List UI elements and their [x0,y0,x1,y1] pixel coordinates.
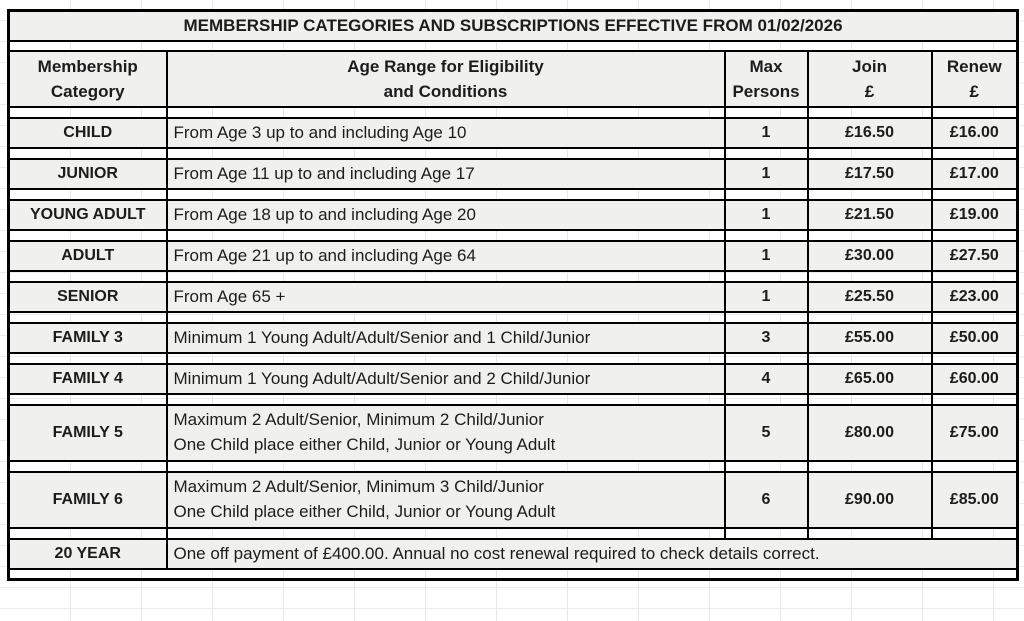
max-persons-cell: 5 [723,404,809,462]
membership-table: MEMBERSHIP CATEGORIES AND SUBSCRIPTIONS … [7,9,1020,581]
description-cell: From Age 18 up to and including Age 20 [165,199,726,231]
renew-fee-cell: £23.00 [930,281,1019,313]
header-age-range: Age Range for Eligibility and Conditions [165,50,726,108]
table-row-family-5: FAMILY 5 Maximum 2 Adult/Senior, Minimum… [7,404,1019,462]
header-renew: Renew £ [930,50,1019,108]
table-row-child: CHILD From Age 3 up to and including Age… [7,117,1019,149]
description-cell: Maximum 2 Adult/Senior, Minimum 3 Child/… [165,471,726,529]
table-title: MEMBERSHIP CATEGORIES AND SUBSCRIPTIONS … [7,9,1019,42]
table-row-20-year: 20 YEAR One off payment of £400.00. Annu… [7,538,1019,570]
spacer-row [7,106,1019,119]
table-title-row: MEMBERSHIP CATEGORIES AND SUBSCRIPTIONS … [7,9,1019,42]
join-fee-cell: £25.50 [806,281,933,313]
category-cell: ADULT [7,240,168,272]
table-row-young-adult: YOUNG ADULT From Age 18 up to and includ… [7,199,1019,231]
spacer-row [7,460,1019,473]
table-row-adult: ADULT From Age 21 up to and including Ag… [7,240,1019,272]
description-cell: From Age 65 + [165,281,726,313]
header-max-persons: Max Persons [723,50,809,108]
renew-fee-cell: £16.00 [930,117,1019,149]
spacer-cell [7,40,1019,52]
max-persons-cell: 1 [723,199,809,231]
spacer-row [7,568,1019,581]
renew-fee-cell: £85.00 [930,471,1019,529]
join-fee-cell: £65.00 [806,363,933,395]
table-row-family-6: FAMILY 6 Maximum 2 Adult/Senior, Minimum… [7,471,1019,529]
join-fee-cell: £30.00 [806,240,933,272]
description-cell: Minimum 1 Young Adult/Adult/Senior and 1… [165,322,726,354]
spacer-row [7,40,1019,52]
join-fee-cell: £80.00 [806,404,933,462]
max-persons-cell: 4 [723,363,809,395]
category-cell: YOUNG ADULT [7,199,168,231]
category-cell: CHILD [7,117,168,149]
table-row-junior: JUNIOR From Age 11 up to and including A… [7,158,1019,190]
description-cell: Maximum 2 Adult/Senior, Minimum 2 Child/… [165,404,726,462]
header-join: Join £ [806,50,933,108]
column-header-row: Membership Category Age Range for Eligib… [7,50,1019,108]
category-cell: FAMILY 4 [7,363,168,395]
spacer-row [7,188,1019,201]
renew-fee-cell: £17.00 [930,158,1019,190]
join-fee-cell: £21.50 [806,199,933,231]
join-fee-cell: £55.00 [806,322,933,354]
renew-fee-cell: £19.00 [930,199,1019,231]
renew-fee-cell: £75.00 [930,404,1019,462]
description-cell: From Age 11 up to and including Age 17 [165,158,726,190]
join-fee-cell: £90.00 [806,471,933,529]
spacer-cell [7,568,1019,581]
join-fee-cell: £16.50 [806,117,933,149]
table-row-family-3: FAMILY 3 Minimum 1 Young Adult/Adult/Sen… [7,322,1019,354]
renew-fee-cell: £50.00 [930,322,1019,354]
max-persons-cell: 1 [723,281,809,313]
renew-fee-cell: £60.00 [930,363,1019,395]
spacer-row [7,393,1019,406]
category-cell: FAMILY 6 [7,471,168,529]
spacer-row [7,270,1019,283]
category-cell: JUNIOR [7,158,168,190]
table-row-senior: SENIOR From Age 65 + 1 £25.50 £23.00 [7,281,1019,313]
description-cell: From Age 3 up to and including Age 10 [165,117,726,149]
description-cell: Minimum 1 Young Adult/Adult/Senior and 2… [165,363,726,395]
renew-fee-cell: £27.50 [930,240,1019,272]
spacer-row [7,527,1019,540]
header-membership-category: Membership Category [7,50,168,108]
max-persons-cell: 1 [723,158,809,190]
category-cell: SENIOR [7,281,168,313]
max-persons-cell: 1 [723,117,809,149]
spacer-row [7,229,1019,242]
max-persons-cell: 6 [723,471,809,529]
max-persons-cell: 1 [723,240,809,272]
max-persons-cell: 3 [723,322,809,354]
spacer-row [7,147,1019,160]
category-cell: 20 YEAR [7,538,168,570]
category-cell: FAMILY 3 [7,322,168,354]
table-row-family-4: FAMILY 4 Minimum 1 Young Adult/Adult/Sen… [7,363,1019,395]
spacer-row [7,352,1019,365]
description-cell: From Age 21 up to and including Age 64 [165,240,726,272]
spacer-row [7,311,1019,324]
category-cell: FAMILY 5 [7,404,168,462]
join-fee-cell: £17.50 [806,158,933,190]
description-cell: One off payment of £400.00. Annual no co… [165,538,1019,570]
